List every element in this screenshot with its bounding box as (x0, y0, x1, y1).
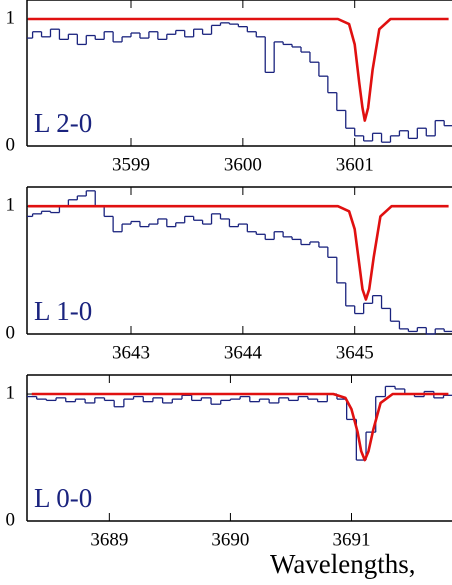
x-tick-label: 3601 (336, 154, 374, 175)
band-label: L 1-0 (34, 296, 92, 326)
y-tick-label: 1 (6, 382, 16, 403)
y-tick-label: 0 (6, 134, 16, 155)
x-tick-label: 3690 (211, 529, 249, 550)
y-tick-label: 0 (6, 509, 16, 530)
band-label: L 0-0 (34, 483, 92, 513)
x-tick-label: 3689 (90, 529, 128, 550)
model-line (31, 392, 449, 462)
x-tick-label: 3600 (224, 154, 262, 175)
band-label: L 2-0 (34, 108, 92, 138)
x-tick-label: 3599 (112, 154, 150, 175)
x-tick-label: 3643 (112, 342, 150, 363)
x-tick-label: 3691 (333, 529, 371, 550)
model-line (28, 17, 449, 122)
x-tick-label: 3644 (224, 342, 263, 363)
y-tick-label: 1 (6, 195, 16, 216)
y-tick-label: 1 (6, 7, 16, 28)
model-line (28, 204, 449, 301)
x-tick-label: 3645 (336, 342, 374, 363)
y-tick-label: 0 (6, 322, 16, 343)
x-axis-label: Wavelengths, (270, 549, 416, 579)
